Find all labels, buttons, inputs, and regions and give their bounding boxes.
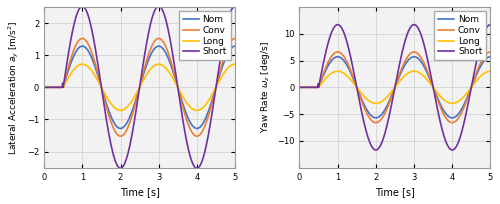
Long <box>232 63 238 65</box>
Line: Long: Long <box>300 71 490 103</box>
Conv <box>411 51 417 53</box>
X-axis label: Time [s]: Time [s] <box>120 187 160 197</box>
Conv <box>76 39 82 42</box>
Short <box>439 128 445 130</box>
X-axis label: Time [s]: Time [s] <box>375 187 415 197</box>
Line: Nom: Nom <box>300 57 490 118</box>
Long <box>194 109 200 112</box>
Nom <box>198 125 204 127</box>
Conv <box>184 119 190 121</box>
Conv <box>156 37 162 40</box>
Nom <box>166 57 172 60</box>
Long <box>449 102 455 105</box>
Long <box>439 97 445 99</box>
Nom <box>449 117 455 119</box>
Long <box>411 70 417 72</box>
Short <box>198 162 204 165</box>
Conv <box>194 135 200 137</box>
Nom <box>114 126 120 128</box>
Line: Nom: Nom <box>44 46 235 129</box>
Nom <box>454 115 460 117</box>
Conv <box>449 121 455 124</box>
Short <box>156 5 162 8</box>
Long <box>198 108 204 110</box>
Nom <box>76 47 82 49</box>
Short <box>41 86 47 89</box>
Conv <box>166 52 172 54</box>
Line: Short: Short <box>300 25 490 150</box>
Nom <box>488 55 494 58</box>
Long <box>420 75 426 77</box>
Short <box>331 26 337 28</box>
Nom <box>194 127 200 130</box>
Nom <box>420 65 426 67</box>
Conv <box>454 119 460 122</box>
Long <box>76 64 82 66</box>
Short <box>296 86 302 89</box>
Long <box>156 63 162 65</box>
Conv <box>331 52 337 55</box>
Short <box>449 149 455 151</box>
Long <box>184 101 190 104</box>
Long <box>454 101 460 104</box>
Conv <box>439 110 445 112</box>
Nom <box>184 113 190 116</box>
Short <box>114 164 120 166</box>
Short <box>232 5 238 8</box>
Legend: Nom, Conv, Long, Short: Nom, Conv, Long, Short <box>434 11 486 60</box>
Long <box>166 70 172 72</box>
Long <box>370 102 376 104</box>
Line: Long: Long <box>44 64 235 110</box>
Nom <box>232 45 238 47</box>
Conv <box>488 51 494 53</box>
Short <box>488 23 494 26</box>
Short <box>166 29 172 32</box>
Long <box>114 108 120 111</box>
Conv <box>41 86 47 89</box>
Short <box>420 42 426 44</box>
Nom <box>370 115 376 118</box>
Short <box>76 8 82 11</box>
Line: Short: Short <box>44 6 235 168</box>
Short <box>454 145 460 147</box>
Y-axis label: Yaw Rate $\omega_z$ [deg/s]: Yaw Rate $\omega_z$ [deg/s] <box>258 41 272 133</box>
Conv <box>370 120 376 122</box>
Long <box>296 86 302 89</box>
Nom <box>411 55 417 58</box>
Nom <box>439 106 445 109</box>
Line: Conv: Conv <box>44 38 235 136</box>
Y-axis label: Lateral Acceleration $a_y$ [m/s$^2$]: Lateral Acceleration $a_y$ [m/s$^2$] <box>7 20 22 155</box>
Nom <box>296 86 302 89</box>
Conv <box>232 37 238 40</box>
Conv <box>198 132 204 134</box>
Legend: Nom, Conv, Long, Short: Nom, Conv, Long, Short <box>179 11 231 60</box>
Long <box>331 71 337 73</box>
Line: Conv: Conv <box>300 52 490 123</box>
Conv <box>114 133 120 135</box>
Short <box>194 167 200 170</box>
Nom <box>156 45 162 47</box>
Long <box>488 70 494 72</box>
Short <box>184 140 190 142</box>
Long <box>41 86 47 89</box>
Conv <box>296 86 302 89</box>
Short <box>370 146 376 149</box>
Nom <box>331 57 337 59</box>
Nom <box>41 86 47 89</box>
Short <box>411 23 417 26</box>
Conv <box>420 61 426 64</box>
